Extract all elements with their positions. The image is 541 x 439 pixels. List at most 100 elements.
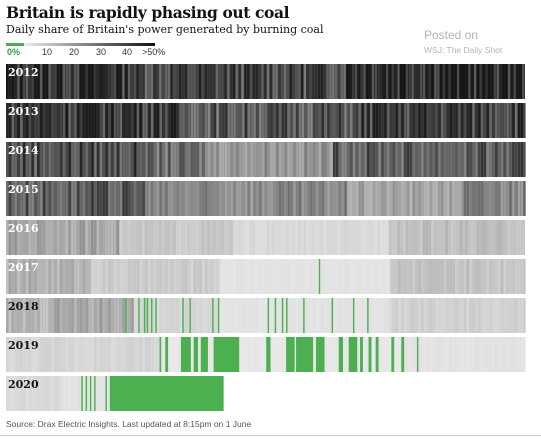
coal-share-stripe [503, 298, 506, 333]
coal-share-stripe [116, 142, 120, 177]
coal-share-stripe [31, 142, 34, 177]
coal-share-stripe [324, 259, 327, 294]
coal-share-stripe [424, 259, 427, 294]
coal-share-stripe [199, 259, 202, 294]
coal-share-stripe [374, 64, 377, 99]
coal-share-stripe [37, 337, 40, 372]
coal-share-stripe [156, 220, 159, 255]
coal-share-stripe [207, 142, 211, 177]
coal-share-stripe [449, 337, 452, 372]
coal-share-stripe [370, 142, 373, 177]
coal-share-stripe [11, 220, 14, 255]
coal-share-stripe [210, 259, 214, 294]
coal-share-stripe [503, 181, 506, 216]
coal-share-stripe [128, 142, 131, 177]
coal-share-stripe [472, 103, 475, 138]
coal-share-stripe [412, 142, 415, 177]
coal-share-stripe [42, 181, 46, 216]
coal-share-stripe [161, 64, 165, 99]
coal-share-stripe [499, 64, 502, 99]
coal-share-stripe [102, 259, 105, 294]
coal-share-stripe [148, 259, 151, 294]
coal-share-stripe [469, 259, 472, 294]
coal-share-stripe [482, 220, 485, 255]
coal-share-stripe [48, 64, 51, 99]
coal-share-stripe [116, 259, 120, 294]
coal-share-stripe [507, 64, 511, 99]
coal-share-stripe [54, 142, 57, 177]
coal-share-stripe [85, 220, 88, 255]
coal-share-stripe [210, 103, 214, 138]
coal-share-stripe [486, 337, 489, 372]
coal-share-stripe [113, 220, 117, 255]
coal-share-stripe [462, 220, 465, 255]
coal-share-stripe [85, 298, 88, 333]
coal-share-stripe [266, 220, 270, 255]
coal-share-stripe [395, 142, 398, 177]
coal-share-stripe [219, 298, 222, 333]
coal-share-stripe [17, 220, 20, 255]
coal-share-stripe [458, 337, 461, 372]
coal-share-stripe [148, 181, 151, 216]
coal-share-stripe [516, 64, 519, 99]
coal-share-stripe [253, 142, 256, 177]
coal-share-stripe [497, 298, 501, 333]
coal-share-stripe [483, 259, 487, 294]
coal-share-stripe [179, 142, 182, 177]
coal-share-stripe [381, 298, 384, 333]
coal-share-stripe [233, 103, 236, 138]
coal-share-stripe [162, 181, 165, 216]
coal-share-stripe [429, 298, 433, 333]
coal-share-stripe [261, 298, 265, 333]
coal-share-stripe [261, 181, 265, 216]
coal-share-stripe [227, 259, 231, 294]
coal-share-stripe [97, 337, 100, 372]
coal-share-stripe [438, 181, 441, 216]
coal-share-stripe [281, 64, 284, 99]
zero-coal-day [315, 337, 325, 372]
zero-coal-day [367, 298, 369, 333]
coal-share-stripe [168, 103, 171, 138]
coal-share-stripe [367, 337, 370, 372]
coal-share-stripe [329, 220, 332, 255]
coal-share-stripe [77, 337, 80, 372]
coal-share-stripe [389, 142, 393, 177]
coal-share-stripe [65, 142, 68, 177]
coal-share-stripe [45, 337, 49, 372]
coal-share-stripe [406, 142, 410, 177]
coal-share-stripe [179, 259, 182, 294]
coal-share-stripe [438, 103, 441, 138]
coal-share-stripe [303, 64, 307, 99]
zero-coal-day [143, 298, 146, 333]
coal-share-stripe [216, 259, 219, 294]
coal-share-stripe [91, 142, 94, 177]
coal-share-stripe [301, 142, 305, 177]
coal-share-stripe [173, 181, 177, 216]
zero-coal-day [338, 337, 343, 372]
coal-share-stripe [199, 298, 202, 333]
coal-share-stripe [170, 337, 174, 372]
coal-share-stripe [264, 259, 268, 294]
coal-share-stripe [173, 298, 177, 333]
coal-share-stripe [284, 337, 287, 372]
coal-share-stripe [448, 220, 451, 255]
coal-share-stripe [261, 337, 265, 372]
coal-share-stripe [105, 337, 108, 372]
coal-share-stripe [270, 337, 273, 372]
coal-share-stripe [68, 64, 71, 99]
coal-share-stripe [279, 181, 282, 216]
coal-share-stripe [170, 298, 174, 333]
coal-share-stripe [374, 220, 377, 255]
coal-share-stripe [207, 64, 210, 99]
coal-share-stripe [184, 64, 187, 99]
coal-share-stripe [125, 64, 128, 99]
coal-share-stripe [269, 220, 273, 255]
coal-share-stripe [478, 142, 481, 177]
coal-share-stripe [31, 376, 34, 411]
coal-share-stripe [475, 181, 478, 216]
coal-share-stripe [304, 103, 307, 138]
coal-share-stripe [443, 337, 447, 372]
coal-share-stripe [446, 103, 450, 138]
coal-share-stripe [165, 142, 168, 177]
coal-share-stripe [333, 298, 336, 333]
